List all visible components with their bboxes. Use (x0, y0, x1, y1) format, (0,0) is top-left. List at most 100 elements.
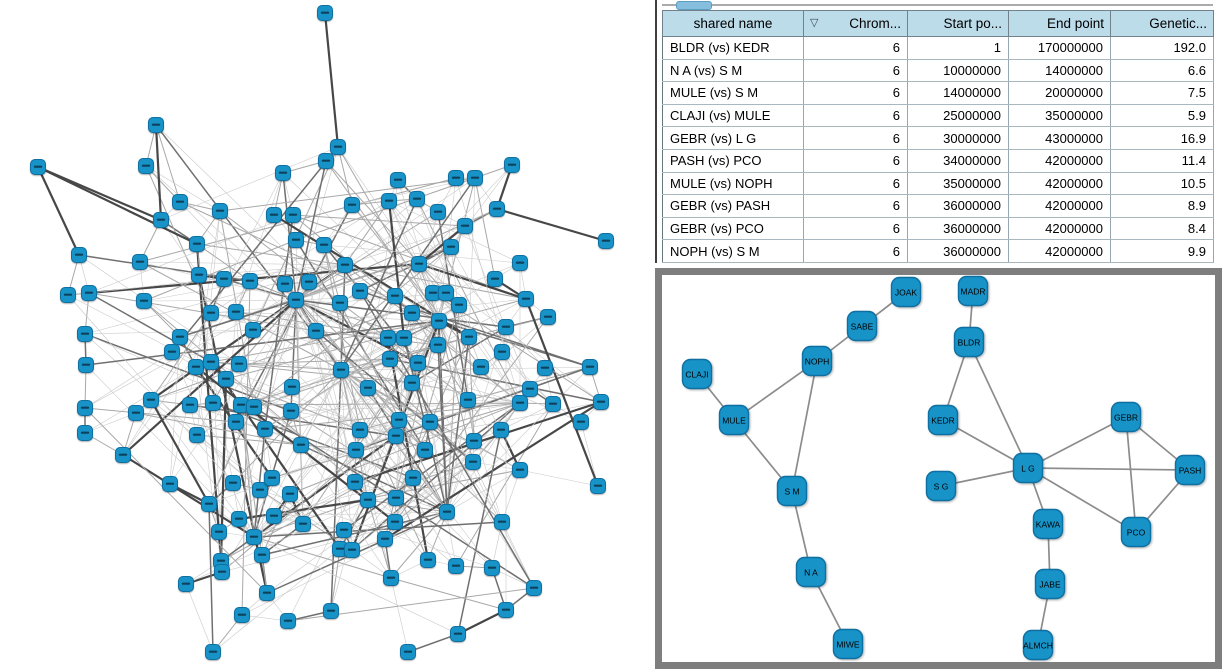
network-node-sg[interactable]: S G (925, 470, 957, 502)
network-edge[interactable] (84, 351, 173, 409)
network-edge[interactable] (344, 200, 390, 266)
network-node[interactable] (410, 355, 426, 371)
network-node[interactable] (234, 607, 250, 623)
network-node[interactable] (352, 283, 368, 299)
network-node[interactable] (593, 394, 609, 410)
network-edge[interactable] (1027, 467, 1191, 471)
network-node[interactable] (132, 254, 148, 270)
network-node[interactable] (257, 421, 273, 437)
network-node[interactable] (245, 322, 261, 338)
network-node[interactable] (172, 329, 188, 345)
network-node[interactable] (467, 170, 483, 186)
network-edge[interactable] (416, 198, 521, 404)
table-horizontal-scrollbar[interactable] (662, 0, 1213, 10)
network-edge[interactable] (160, 146, 339, 221)
network-edge[interactable] (84, 366, 197, 434)
network-node[interactable] (77, 400, 93, 416)
network-edge[interactable] (67, 294, 234, 484)
network-node-sm[interactable]: S M (776, 475, 808, 507)
network-edge[interactable] (295, 299, 356, 483)
network-node[interactable] (233, 397, 249, 413)
network-node[interactable] (283, 403, 299, 419)
network-edge[interactable] (88, 292, 212, 363)
network-node[interactable] (582, 359, 598, 375)
network-edge[interactable] (221, 369, 342, 573)
network-edge[interactable] (145, 165, 297, 301)
network-edge[interactable] (212, 548, 341, 653)
network-edge[interactable] (290, 402, 521, 412)
network-edge[interactable] (154, 124, 163, 221)
network-node-miwe[interactable]: MIWE (832, 628, 864, 660)
network-edge[interactable] (300, 444, 392, 579)
network-node[interactable] (352, 422, 368, 438)
network-node[interactable] (450, 626, 466, 642)
network-node[interactable] (465, 454, 481, 470)
network-edge[interactable] (289, 402, 521, 495)
network-node[interactable] (275, 165, 291, 181)
table-row[interactable]: PASH (vs) PCO 6 34000000 42000000 11.4 (662, 149, 1214, 173)
network-edge[interactable] (496, 207, 607, 243)
network-node[interactable] (388, 490, 404, 506)
network-node[interactable] (188, 359, 204, 375)
network-edge[interactable] (791, 360, 818, 492)
network-node[interactable] (266, 207, 282, 223)
network-edge[interactable] (261, 511, 448, 556)
network-node[interactable] (347, 474, 363, 490)
network-edge[interactable] (519, 469, 599, 487)
network-node[interactable] (189, 427, 205, 443)
network-edge[interactable] (457, 429, 502, 635)
network-edge[interactable] (84, 264, 346, 409)
network-node[interactable] (189, 236, 205, 252)
network-node[interactable] (316, 237, 332, 253)
network-node-pash[interactable]: PASH (1174, 454, 1206, 486)
network-edge[interactable] (1027, 416, 1127, 469)
network-node[interactable] (512, 255, 528, 271)
scrollbar-track[interactable] (662, 4, 1213, 6)
network-edge[interactable] (290, 246, 452, 412)
network-edge[interactable] (445, 262, 521, 294)
network-node[interactable] (136, 293, 152, 309)
network-edge[interactable] (295, 160, 327, 301)
network-node[interactable] (308, 323, 324, 339)
network-node[interactable] (211, 524, 227, 540)
network-edge[interactable] (300, 444, 448, 513)
network-node[interactable] (216, 271, 232, 287)
table-row[interactable]: NOPH (vs) S M 6 36000000 42000000 9.9 (662, 239, 1214, 263)
network-node[interactable] (448, 558, 464, 574)
network-edge[interactable] (289, 387, 369, 495)
network-edge[interactable] (315, 330, 389, 339)
network-edge[interactable] (235, 172, 284, 313)
network-node-na[interactable]: N A (795, 556, 827, 588)
network-edge[interactable] (292, 214, 527, 300)
network-edge[interactable] (308, 281, 356, 483)
network-edge[interactable] (325, 160, 447, 294)
network-edge[interactable] (210, 292, 447, 314)
network-node[interactable] (388, 428, 404, 444)
network-edge[interactable] (273, 461, 474, 517)
network-edge[interactable] (340, 367, 546, 371)
network-edge[interactable] (196, 369, 342, 436)
network-node[interactable] (540, 309, 556, 325)
network-node[interactable] (494, 514, 510, 530)
network-node-joak[interactable]: JOAK (890, 276, 922, 308)
network-node[interactable] (77, 326, 93, 342)
scrollbar-thumb[interactable] (676, 1, 712, 10)
network-node[interactable] (153, 212, 169, 228)
network-edge[interactable] (264, 366, 482, 430)
network-node[interactable] (405, 470, 421, 486)
network-edge[interactable] (282, 172, 440, 322)
network-edge[interactable] (330, 337, 405, 612)
table-row[interactable]: MULE (vs) NOPH 6 35000000 42000000 10.5 (662, 172, 1214, 196)
network-edge[interactable] (150, 312, 212, 401)
network-node[interactable] (518, 291, 534, 307)
network-node[interactable] (318, 153, 334, 169)
network-edge[interactable] (196, 210, 221, 436)
network-edge[interactable] (143, 299, 297, 302)
network-edge[interactable] (457, 609, 507, 635)
network-edge[interactable] (315, 225, 466, 332)
network-edge[interactable] (210, 172, 284, 314)
network-node[interactable] (489, 201, 505, 217)
network-node[interactable] (430, 204, 446, 220)
network-edge[interactable] (253, 449, 426, 538)
network-node[interactable] (30, 159, 46, 175)
